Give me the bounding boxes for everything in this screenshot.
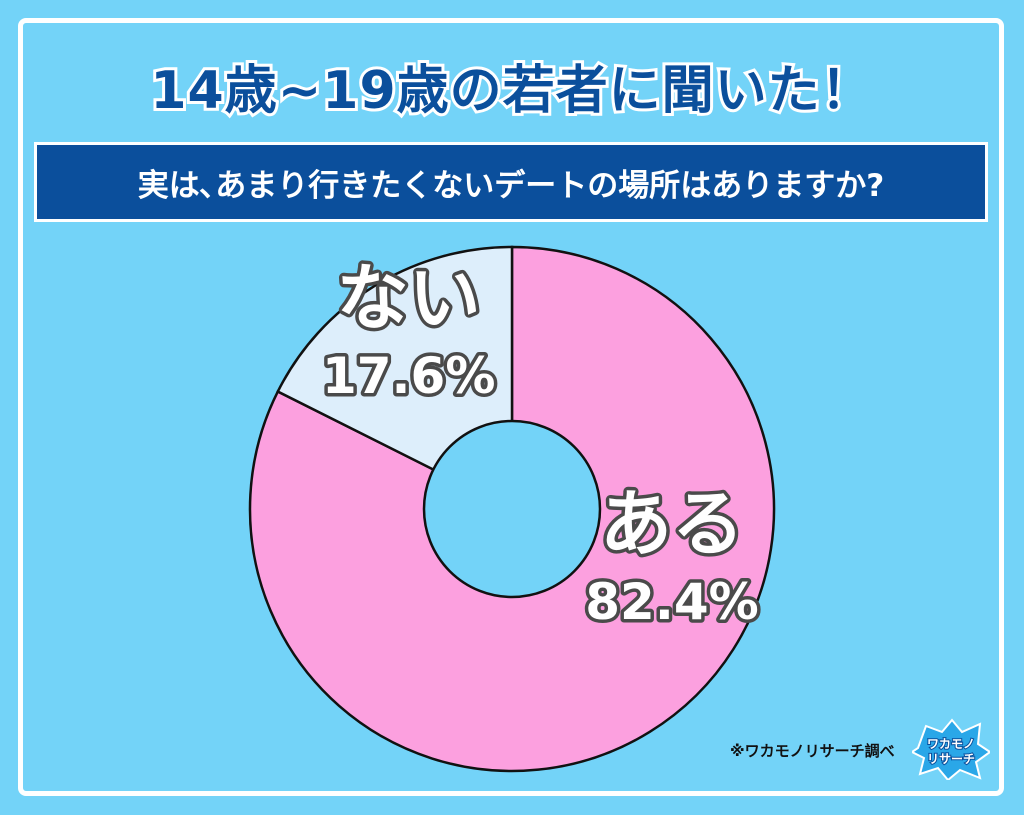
slice-value-1: 82.4% (585, 573, 758, 631)
source-note: ※ワカモノリサーチ調べ (730, 742, 895, 760)
slice-label-1: ある (600, 482, 744, 566)
question-text: 実は､あまり行きたくないデートの場所はありますか? (137, 167, 885, 204)
donut-hole (422, 419, 602, 599)
wakamono-research-logo: ワカモノ リサーチ (912, 718, 990, 780)
slice-value-2: 17.6% (322, 347, 495, 405)
logo-text-line2: リサーチ (927, 752, 975, 766)
logo-text-line1: ワカモノ (927, 737, 975, 751)
border-frame (18, 18, 1004, 796)
slice-label-2: ない (337, 256, 481, 340)
page-title: 14歳~19歳の若者に聞いた！ (147, 58, 875, 124)
question-banner: 実は､あまり行きたくないデートの場所はありますか? (34, 142, 988, 222)
pie-slice-1 (248, 245, 776, 773)
